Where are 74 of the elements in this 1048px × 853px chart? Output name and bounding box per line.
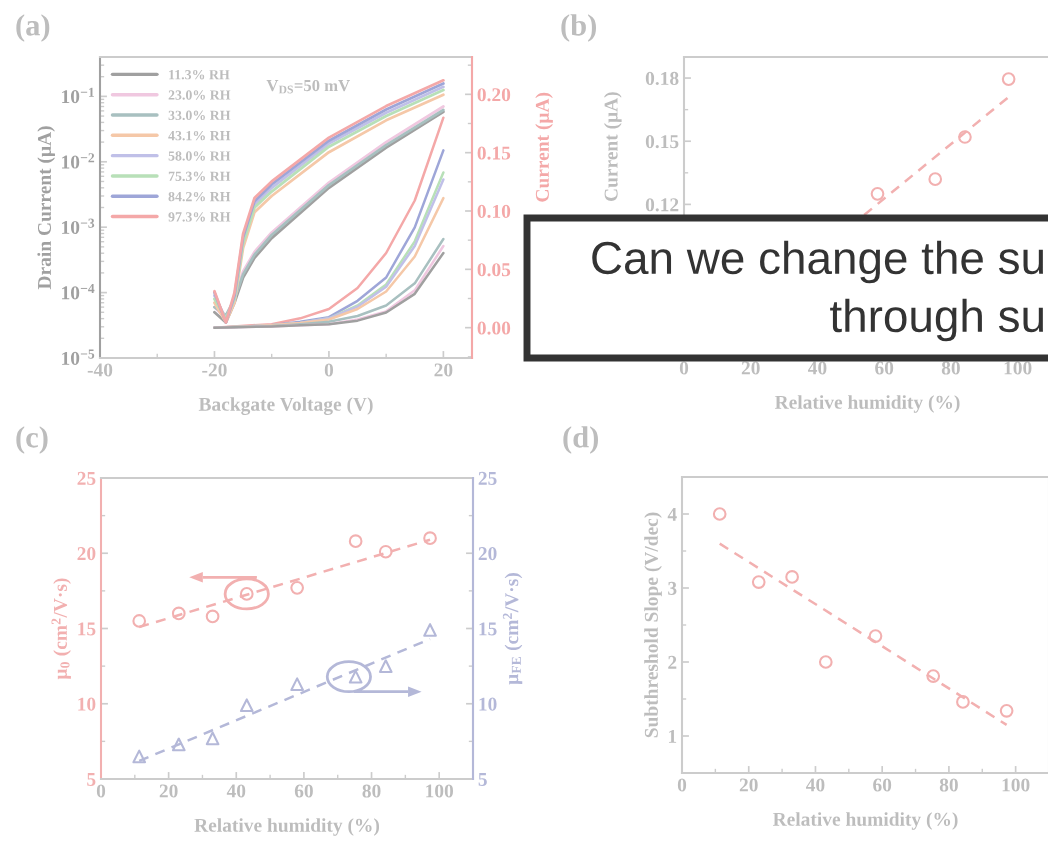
x-axis-title: Relative humidity (%): [774, 395, 960, 413]
x-axis-title: Backgate Voltage (V): [198, 397, 373, 415]
y2-tick-label: 0.20: [477, 88, 511, 102]
y-tick-label: 4: [667, 507, 677, 521]
y2-tick-label: 20: [478, 547, 497, 561]
x-tick-label: 40: [226, 784, 246, 798]
x-axis-title: Relative humidity (%): [772, 812, 958, 830]
x-tick-label: 100: [1004, 361, 1032, 375]
legend-label: 43.1% RH: [168, 130, 231, 141]
x-tick-label: 60: [875, 361, 894, 375]
y-tick-label: 15: [78, 622, 96, 636]
x-tick-label: -20: [202, 363, 227, 377]
y2-tick-label: 0.00: [477, 321, 511, 335]
x-tick-label: 20: [434, 363, 453, 377]
y2-tick-label: 5: [478, 773, 487, 786]
annotation: through su: [830, 298, 1043, 342]
y2-tick-label: 0.05: [477, 263, 511, 277]
y-tick-label: 1: [668, 729, 677, 743]
legend-label: 75.3% RH: [168, 171, 231, 182]
y-tick-label: 10$^{−3}$: [62, 218, 95, 235]
y2-tick-label: 15: [479, 622, 497, 636]
x-tick-label: 80: [939, 778, 958, 792]
x-tick-label: 80: [362, 784, 381, 798]
x-tick-label: 40: [808, 361, 827, 375]
y-tick-label: 10$^{−4}$: [62, 283, 95, 300]
y-tick-label: 20: [77, 547, 96, 561]
y-tick-label: 0.12: [645, 198, 679, 212]
x-tick-label: 80: [941, 361, 960, 375]
y2-tick-label: 0.15: [477, 146, 511, 160]
y-tick-label: 10: [78, 697, 96, 711]
y-tick-label: 10$^{−5}$: [62, 349, 95, 365]
legend-label: 11.3% RH: [169, 69, 230, 80]
y-axis-title: μ$_{0}$ (cm$^{2}$/V·s): [51, 578, 71, 680]
y2-axis-title: μ$_{FE}$ (cm$^{2}$/V·s): [502, 573, 523, 685]
legend-label: 84.2% RH: [168, 191, 231, 202]
chart-title: (a): [16, 14, 50, 42]
y-tick-label: 5: [87, 773, 96, 786]
y-tick-label: 10$^{−1}$: [62, 87, 94, 104]
x-tick-label: 20: [159, 784, 178, 798]
y-axis-title: Subthreshold Slope (V/dec): [644, 512, 662, 738]
y2-tick-label: 10: [479, 697, 497, 711]
x-tick-label: 60: [873, 778, 892, 792]
y-tick-label: 0.15: [645, 135, 679, 149]
y-tick-label: 2: [668, 655, 677, 669]
x-tick-label: 0: [677, 778, 687, 792]
legend-label: 58.0% RH: [168, 151, 231, 161]
y2-axis-title: Current (μA): [535, 92, 553, 202]
x-tick-label: 0: [324, 363, 334, 377]
x-tick-label: 100: [426, 784, 454, 798]
annotation: V$_{DS}$=50 mV: [266, 79, 350, 94]
legend-label: 33.0% RH: [168, 110, 231, 121]
y-tick-label: 25: [77, 471, 96, 485]
x-tick-label: -40: [87, 363, 113, 377]
y-tick-label: 10$^{−2}$: [62, 153, 95, 169]
legend-label: 97.3% RH: [168, 212, 231, 222]
x-axis-title: Relative humidity (%): [194, 818, 380, 836]
y-axis-title: Current (μA): [603, 92, 622, 202]
annotation: Can we change the su: [592, 240, 1043, 284]
x-tick-label: 100: [1002, 778, 1030, 792]
y2-tick-label: 0.10: [477, 204, 511, 219]
chart-title: (d): [563, 426, 598, 454]
x-tick-label: 0: [96, 784, 106, 798]
x-tick-label: 20: [741, 361, 760, 375]
x-tick-label: 0: [679, 361, 689, 375]
chart-title: (b): [561, 14, 596, 42]
y2-tick-label: 25: [478, 471, 497, 485]
y-tick-label: 0.18: [645, 71, 679, 86]
y-tick-label: 3: [668, 581, 677, 595]
legend-label: 23.0% RH: [168, 90, 231, 100]
x-tick-label: 20: [739, 778, 758, 792]
x-tick-label: 40: [806, 778, 825, 792]
chart-title: (c): [16, 426, 48, 454]
y-axis-title: Drain Current (μA): [37, 126, 55, 290]
x-tick-label: 60: [294, 784, 313, 798]
